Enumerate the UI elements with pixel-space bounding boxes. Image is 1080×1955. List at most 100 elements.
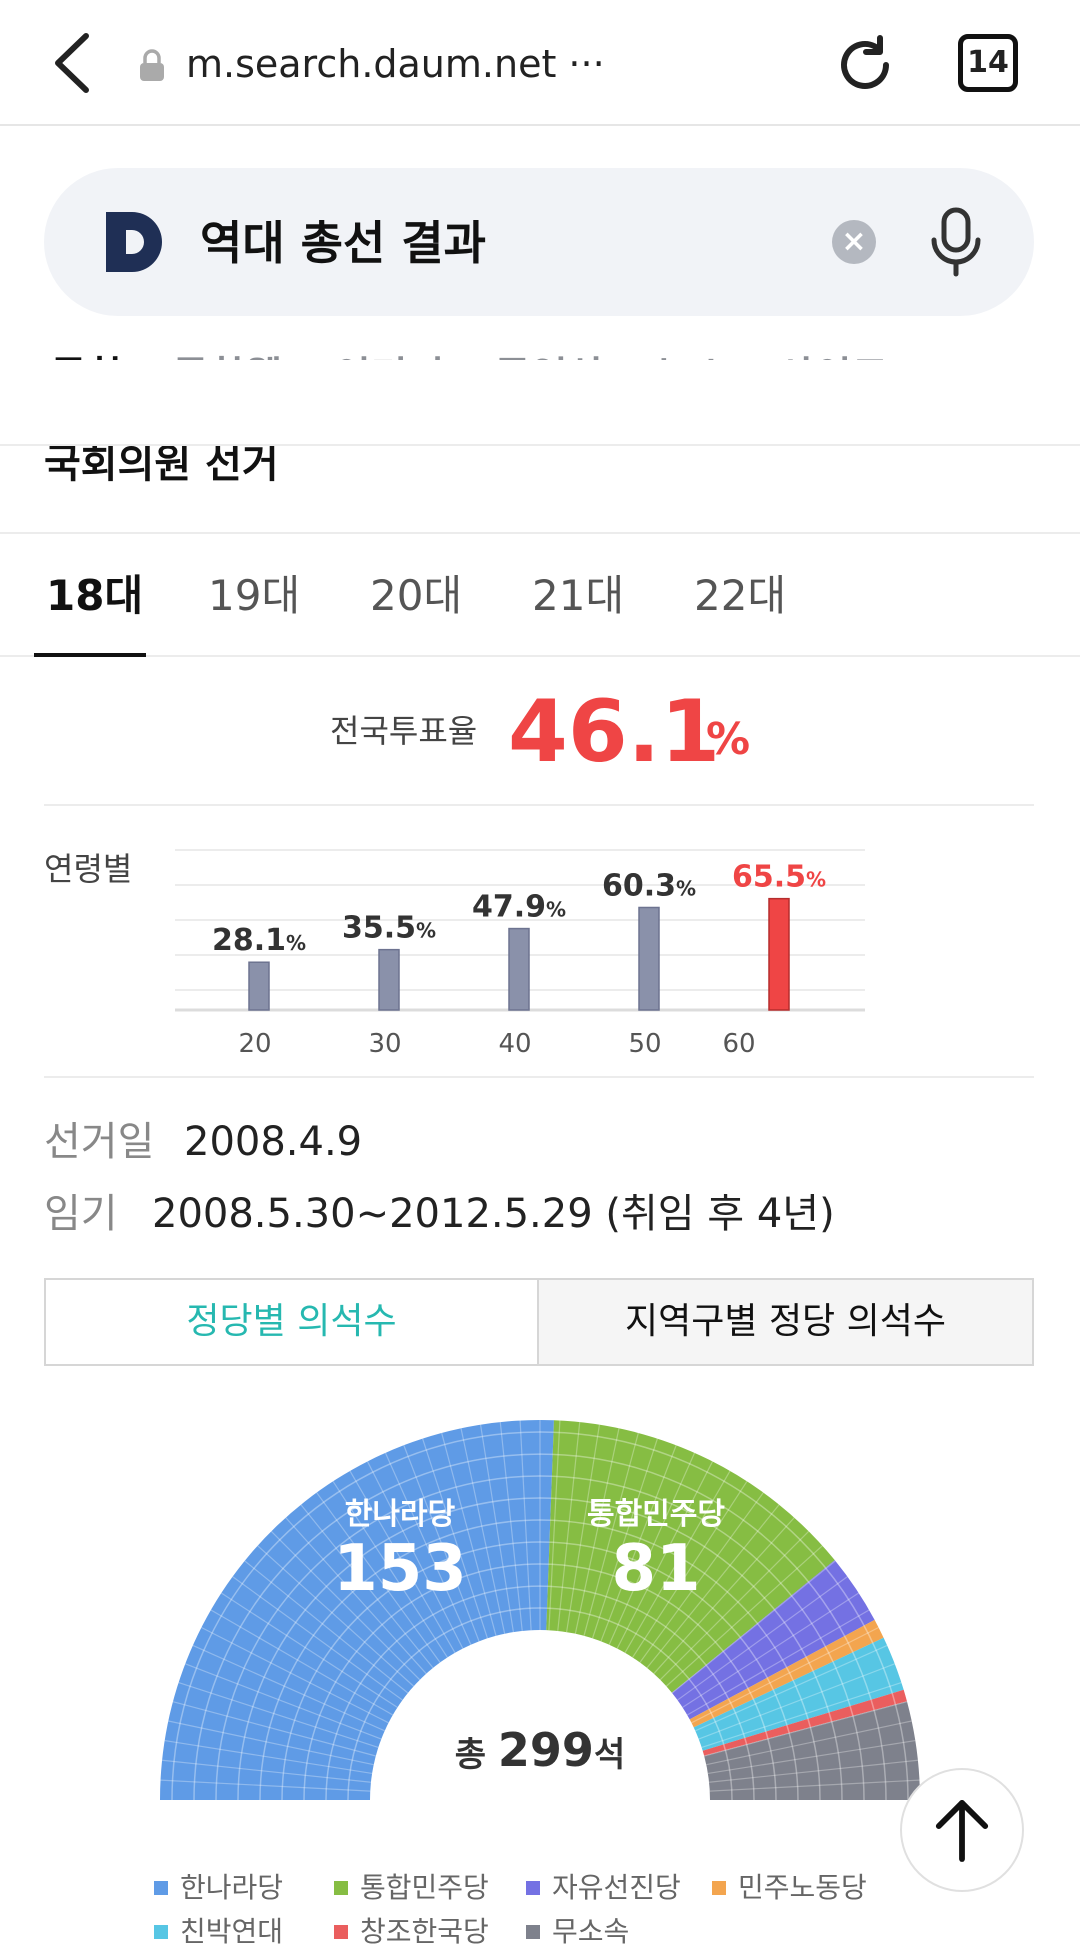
seat-radial-line bbox=[201, 1626, 389, 1724]
legend-swatch bbox=[154, 1925, 168, 1939]
seat-radial-line bbox=[574, 1428, 620, 1634]
tab-count-button[interactable]: 14 bbox=[958, 34, 1018, 92]
seat-radial-line bbox=[608, 1452, 696, 1645]
seat-ring-line bbox=[215, 1475, 865, 1801]
election-date-value: 2008.4.9 bbox=[184, 1119, 363, 1165]
legend-swatch bbox=[334, 1925, 348, 1939]
seat-ring-line bbox=[325, 1585, 755, 1801]
seat-radial-line bbox=[479, 1424, 514, 1633]
seat-radial-line bbox=[300, 1504, 434, 1669]
age-bar-value: 35.5% bbox=[342, 911, 436, 946]
term-value: 2008.5.30~2012.5.29 (취임 후 4년) bbox=[152, 1191, 835, 1237]
seat-ring-line bbox=[237, 1497, 843, 1801]
tab-election-20[interactable]: 20대 bbox=[370, 571, 463, 620]
party-seats-button[interactable]: 정당별 의석수 bbox=[46, 1280, 539, 1364]
seat-radial-line bbox=[616, 1461, 714, 1649]
turnout-label: 전국투표율 bbox=[330, 712, 478, 750]
legend-label: 통합민주당 bbox=[360, 1871, 489, 1904]
seat-radial-line bbox=[698, 1663, 895, 1740]
seat-segment bbox=[689, 1619, 884, 1728]
legend-swatch bbox=[712, 1881, 726, 1895]
seat-radial-line bbox=[285, 1517, 427, 1675]
age-tick-label: 50 bbox=[628, 1029, 661, 1059]
legend-item: 한나라당 bbox=[154, 1868, 283, 1908]
age-bar bbox=[768, 897, 790, 1011]
lock-icon bbox=[140, 49, 164, 81]
legend-label: 창조한국당 bbox=[360, 1915, 489, 1948]
seat-radial-line bbox=[695, 1644, 888, 1732]
seat-radial-line bbox=[665, 1545, 823, 1687]
age-bar bbox=[638, 906, 660, 1011]
seat-radial-line bbox=[384, 1452, 472, 1645]
legend-swatch bbox=[526, 1881, 540, 1895]
seat-radial-line bbox=[244, 1560, 409, 1694]
daum-logo-icon bbox=[106, 212, 162, 272]
age-bar bbox=[248, 961, 270, 1011]
divider bbox=[0, 532, 1080, 534]
seat-radial-line bbox=[624, 1470, 731, 1654]
tab-election-19[interactable]: 19대 bbox=[208, 571, 301, 620]
legend-item: 무소속 bbox=[526, 1912, 629, 1952]
tab-bar-overlay bbox=[0, 360, 1080, 444]
age-bar-value: 65.5% bbox=[732, 860, 826, 895]
age-bar-value: 60.3% bbox=[602, 868, 696, 903]
seat-radial-line bbox=[519, 1420, 532, 1631]
seat-radial-line bbox=[349, 1470, 456, 1654]
clear-icon[interactable]: × bbox=[832, 220, 876, 264]
seat-view-toggle: 정당별 의석수 지역구별 정당 의석수 bbox=[44, 1278, 1034, 1366]
legend-item: 통합민주당 bbox=[334, 1868, 489, 1908]
browser-bar bbox=[0, 0, 1080, 126]
seat-radial-line bbox=[557, 1422, 581, 1631]
divider bbox=[0, 655, 1080, 657]
election-date-label: 선거일 bbox=[44, 1119, 155, 1165]
section-title: 국회의원 선거 bbox=[44, 441, 279, 487]
turnout-unit: % bbox=[706, 714, 751, 765]
url-text[interactable]: m.search.daum.net ··· bbox=[186, 42, 605, 86]
microphone-icon[interactable] bbox=[928, 206, 984, 278]
seat-ring-line bbox=[281, 1541, 799, 1801]
legend-swatch bbox=[334, 1881, 348, 1895]
legend-item: 민주노동당 bbox=[712, 1868, 867, 1908]
seat-radial-line bbox=[709, 1759, 918, 1783]
search-input[interactable]: 역대 총선 결과 bbox=[200, 216, 486, 270]
seat-radial-line bbox=[583, 1432, 639, 1636]
divider bbox=[0, 444, 1080, 446]
seat-radial-line bbox=[172, 1701, 376, 1757]
search-bar[interactable] bbox=[44, 168, 1034, 316]
legend-item: 자유선진당 bbox=[526, 1868, 681, 1908]
seat-segment bbox=[693, 1637, 904, 1751]
legend-item: 친박연대 bbox=[154, 1912, 283, 1952]
seat-radial-line bbox=[677, 1576, 848, 1701]
seat-radial-line bbox=[316, 1492, 441, 1663]
age-bar bbox=[378, 948, 400, 1011]
seat-radial-line bbox=[232, 1576, 403, 1701]
seat-ring-line bbox=[347, 1607, 733, 1801]
seat-radial-line bbox=[706, 1720, 912, 1766]
region-seats-button[interactable]: 지역구별 정당 의석수 bbox=[539, 1280, 1032, 1364]
seat-radial-line bbox=[632, 1480, 748, 1658]
seat-radial-line bbox=[162, 1759, 371, 1783]
legend-swatch bbox=[526, 1925, 540, 1939]
tab-election-22[interactable]: 22대 bbox=[694, 571, 787, 620]
legend-label: 친박연대 bbox=[180, 1915, 284, 1948]
scroll-to-top-button[interactable] bbox=[900, 1768, 1024, 1892]
seat-radial-line bbox=[591, 1438, 658, 1639]
total-seats: 총 299석 bbox=[455, 1723, 625, 1777]
seat-ring-line bbox=[171, 1431, 909, 1801]
legend-label: 무소속 bbox=[552, 1915, 630, 1948]
seat-radial-line bbox=[178, 1682, 379, 1749]
legend-label: 민주노동당 bbox=[738, 1871, 867, 1904]
tab-election-21[interactable]: 21대 bbox=[532, 571, 625, 620]
back-arrow-icon[interactable] bbox=[48, 30, 98, 96]
seat-radial-line bbox=[701, 1682, 902, 1749]
tab-election-18[interactable]: 18대 bbox=[46, 571, 144, 620]
age-label: 연령별 bbox=[44, 850, 133, 888]
reload-icon[interactable] bbox=[830, 30, 900, 100]
seat-radial-line bbox=[257, 1545, 415, 1687]
age-bar-value: 28.1% bbox=[212, 923, 306, 958]
active-tab-indicator bbox=[34, 653, 146, 657]
turnout-value: 46.1 bbox=[508, 682, 721, 782]
seat-radial-line bbox=[403, 1445, 480, 1642]
seat-radial-line bbox=[332, 1480, 448, 1658]
